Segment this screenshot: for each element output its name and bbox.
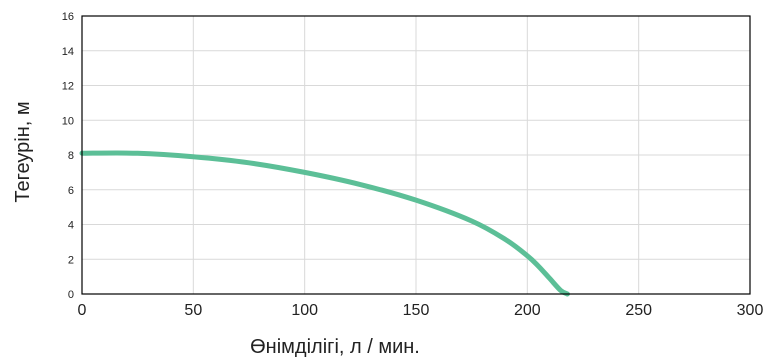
y-tick-label: 2 <box>68 254 74 266</box>
x-tick-label: 150 <box>403 302 430 319</box>
x-tick-label: 200 <box>514 302 541 319</box>
y-axis-label: Тегеурін, м <box>12 101 34 202</box>
x-tick-label: 50 <box>184 302 202 319</box>
x-axis-label: Өнімділігі, л / мин. <box>250 336 420 358</box>
y-tick-label: 6 <box>68 185 74 197</box>
y-tick-label: 8 <box>68 150 74 162</box>
y-tick-label: 14 <box>62 46 74 58</box>
y-tick-label: 10 <box>62 115 74 127</box>
x-tick-label: 100 <box>291 302 318 319</box>
y-tick-labels: 0 2 4 6 8 10 12 14 16 <box>62 11 74 301</box>
x-tick-label: 0 <box>78 302 87 319</box>
series-line <box>79 150 570 297</box>
y-tick-label: 0 <box>68 289 74 301</box>
x-tick-label: 250 <box>625 302 652 319</box>
series-layer <box>79 150 570 297</box>
x-tick-label: 300 <box>737 302 764 319</box>
plot-frame <box>81 15 751 295</box>
y-tick-label: 4 <box>68 220 74 232</box>
x-tick-labels: 0 50 100 150 200 250 300 <box>78 302 764 319</box>
y-tick-label: 12 <box>62 81 74 93</box>
y-tick-label: 16 <box>62 11 74 23</box>
